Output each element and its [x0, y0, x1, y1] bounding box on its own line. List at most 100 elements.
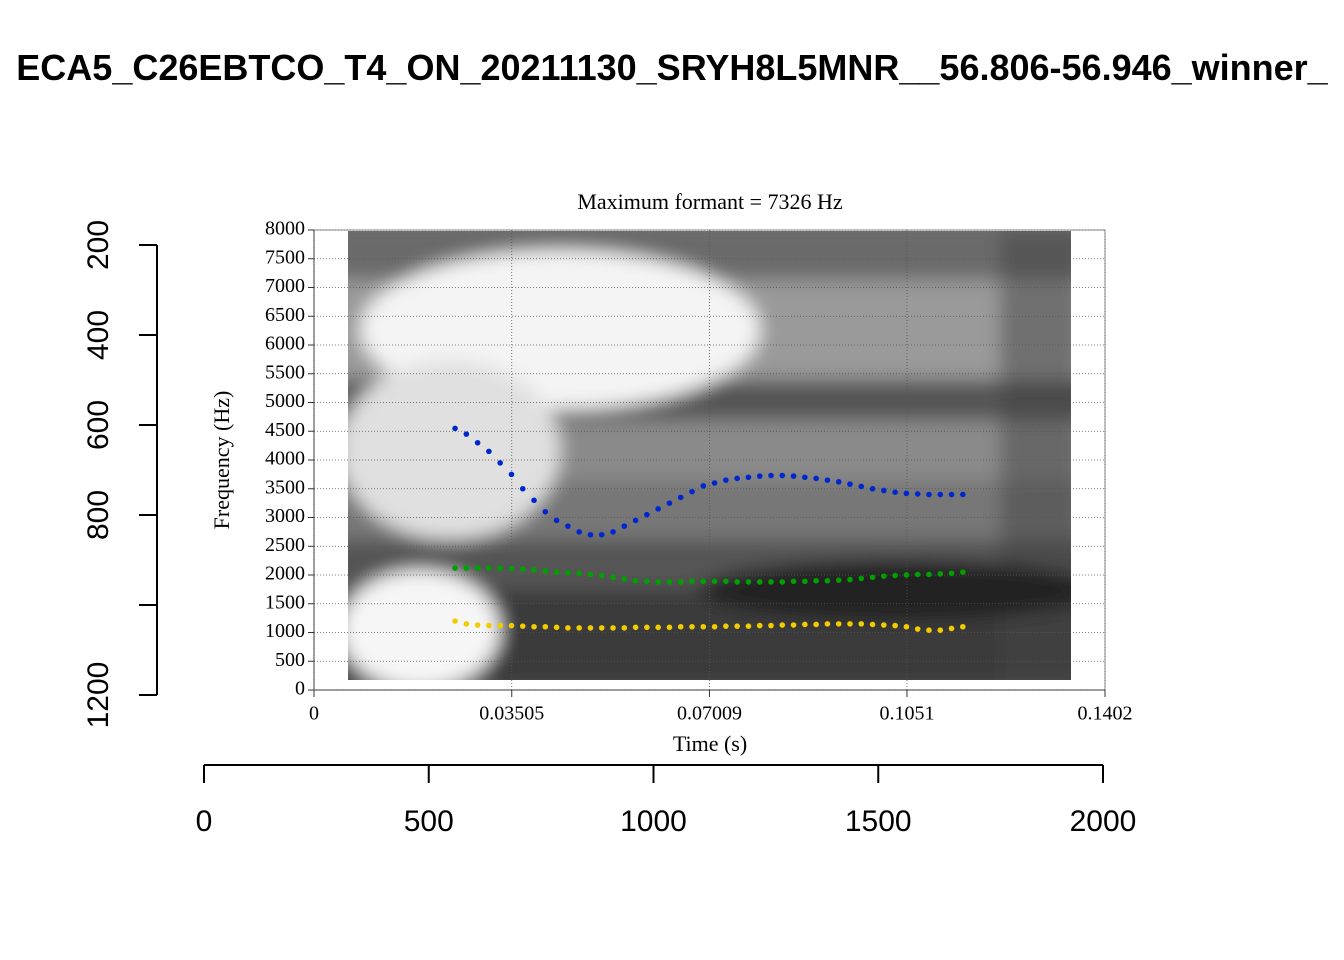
formant-point — [587, 531, 594, 538]
y-tick-label: 1200 — [82, 662, 115, 729]
formant-point — [881, 622, 887, 628]
formant-point — [881, 573, 887, 579]
formant-point — [587, 625, 594, 631]
formant-point — [463, 621, 470, 627]
formant-point — [847, 481, 853, 487]
formant-point — [869, 621, 876, 628]
formant-point — [542, 508, 549, 515]
y-tick-label: 500 — [275, 649, 305, 671]
y-tick-label: 600 — [82, 400, 115, 450]
formant-point — [948, 491, 955, 498]
formant-point — [531, 567, 537, 573]
formant-point — [779, 579, 786, 585]
formant-point — [576, 625, 582, 631]
formant-point — [519, 566, 526, 573]
formant-point — [666, 500, 673, 506]
formant-point — [711, 480, 718, 486]
formant-point — [486, 565, 492, 571]
figure-title: ECA5_C26EBTCO_T4_ON_20211130_SRYH8L5MNR_… — [16, 47, 1328, 88]
y-tick-label: 400 — [82, 310, 115, 360]
formant-point — [610, 529, 616, 535]
formant-point — [666, 579, 673, 585]
formant-point — [452, 565, 458, 571]
formant-point — [723, 623, 729, 629]
formant-point — [610, 574, 616, 581]
formant-point — [723, 477, 729, 483]
formant-point — [813, 621, 819, 628]
formant-point — [892, 622, 898, 629]
formant-point — [474, 622, 481, 628]
formant-point — [745, 623, 752, 629]
formant-point — [835, 577, 842, 583]
formant-point — [689, 488, 695, 495]
formant-point — [858, 575, 865, 582]
formant-point — [768, 579, 774, 585]
formant-point — [677, 579, 684, 585]
formant-point — [734, 579, 740, 585]
formant-point — [745, 579, 752, 585]
formant-point — [711, 578, 718, 585]
formant-point — [598, 572, 605, 579]
formant-point — [881, 487, 887, 494]
formant-point — [565, 569, 571, 576]
y-tick-label: 200 — [82, 220, 115, 270]
formant-point — [948, 625, 955, 632]
formant-point — [847, 621, 853, 627]
plot-title: Maximum formant = 7326 Hz — [577, 189, 843, 214]
formant-point — [745, 474, 752, 481]
formant-point — [565, 523, 571, 529]
formant-point — [790, 622, 797, 628]
formant-point — [542, 623, 549, 630]
x-tick-label: 0.1402 — [1078, 703, 1133, 725]
formant-point — [598, 625, 605, 631]
formant-point — [644, 624, 650, 631]
formant-point — [802, 474, 808, 481]
formant-point — [598, 531, 605, 538]
formant-point — [926, 491, 932, 498]
formant-point — [497, 460, 503, 466]
formant-point — [621, 523, 628, 529]
formant-point — [926, 571, 932, 578]
formant-point — [937, 491, 944, 498]
formant-point — [644, 511, 650, 518]
y-tick-label: 6000 — [265, 333, 305, 355]
formant-point — [689, 578, 695, 585]
formant-point — [497, 565, 503, 571]
formant-point — [903, 623, 910, 630]
formant-point — [508, 471, 515, 478]
y-tick-label: 0 — [295, 678, 305, 700]
formant-point — [824, 577, 831, 584]
formant-point — [960, 569, 966, 575]
formant-point — [621, 625, 628, 631]
formant-point — [779, 472, 786, 479]
x-tick-label: 2000 — [1070, 805, 1137, 838]
formant-point — [508, 565, 515, 572]
formant-point — [914, 626, 921, 632]
formant-point — [779, 622, 786, 628]
formant-point — [892, 572, 898, 579]
formant-point — [813, 475, 819, 482]
y-tick-label: 4500 — [265, 419, 305, 441]
formant-point — [677, 494, 684, 501]
formant-point — [700, 483, 707, 489]
formant-point — [835, 479, 842, 485]
formant-point — [903, 572, 910, 578]
y-tick-label: 7000 — [265, 275, 305, 297]
formant-point — [632, 517, 639, 524]
formant-point — [576, 529, 582, 535]
formant-point — [497, 622, 503, 629]
x-tick-label: 0.07009 — [677, 703, 742, 725]
formant-point — [632, 624, 639, 631]
formant-point — [948, 570, 955, 577]
formant-point — [542, 568, 549, 574]
formant-point — [802, 621, 808, 628]
formant-point — [813, 577, 819, 584]
formant-point — [576, 570, 582, 577]
formant-point — [700, 578, 707, 585]
x-tick-label: 0 — [309, 703, 319, 725]
formant-point — [858, 483, 865, 490]
formant-point — [835, 621, 842, 627]
formant-point — [960, 623, 966, 630]
formant-point — [802, 578, 808, 585]
formant-point — [655, 506, 661, 512]
